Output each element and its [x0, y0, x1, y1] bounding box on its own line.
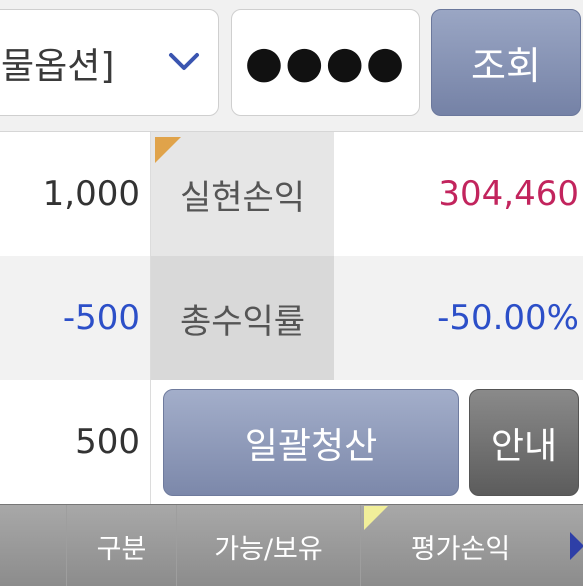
- quantity-value: -500: [62, 298, 140, 338]
- quantity-value: 500: [75, 422, 140, 462]
- product-select[interactable]: 물옵션]: [0, 9, 219, 116]
- header-eval-pnl[interactable]: 평가손익: [360, 505, 560, 586]
- quantity-value: 1,000: [42, 174, 140, 214]
- product-select-label: 물옵션]: [1, 45, 115, 87]
- query-button[interactable]: 조회: [431, 9, 581, 116]
- header-cell-blank: [0, 505, 66, 586]
- header-marker-icon: [364, 506, 388, 530]
- guide-button[interactable]: 안내: [469, 389, 579, 496]
- password-mask: ●●●●: [244, 37, 407, 88]
- header-category[interactable]: 구분: [66, 505, 176, 586]
- realized-pnl-value: 304,460: [438, 174, 579, 214]
- header-available-held[interactable]: 가능/보유: [176, 505, 360, 586]
- chevron-down-icon: [169, 53, 199, 70]
- summary-row-return: -500 총수익률 -50.00%: [0, 256, 583, 380]
- summary-row-realized: 1,000 실현손익 304,460: [0, 132, 583, 256]
- arrow-right-icon[interactable]: [570, 532, 583, 560]
- table-header: 구분 가능/보유 평가손익: [0, 504, 583, 586]
- top-toolbar: 물옵션] ●●●● 조회: [0, 0, 583, 132]
- total-return-label: 총수익률: [151, 256, 334, 380]
- summary-row-actions: 500 일괄청산 안내: [0, 380, 583, 504]
- realized-pnl-label: 실현손익: [151, 132, 334, 256]
- total-return-value: -50.00%: [437, 298, 579, 338]
- cell-marker-icon: [155, 137, 181, 163]
- password-input[interactable]: ●●●●: [231, 9, 420, 116]
- column-divider: [150, 132, 151, 504]
- bulk-liquidate-button[interactable]: 일괄청산: [163, 389, 459, 496]
